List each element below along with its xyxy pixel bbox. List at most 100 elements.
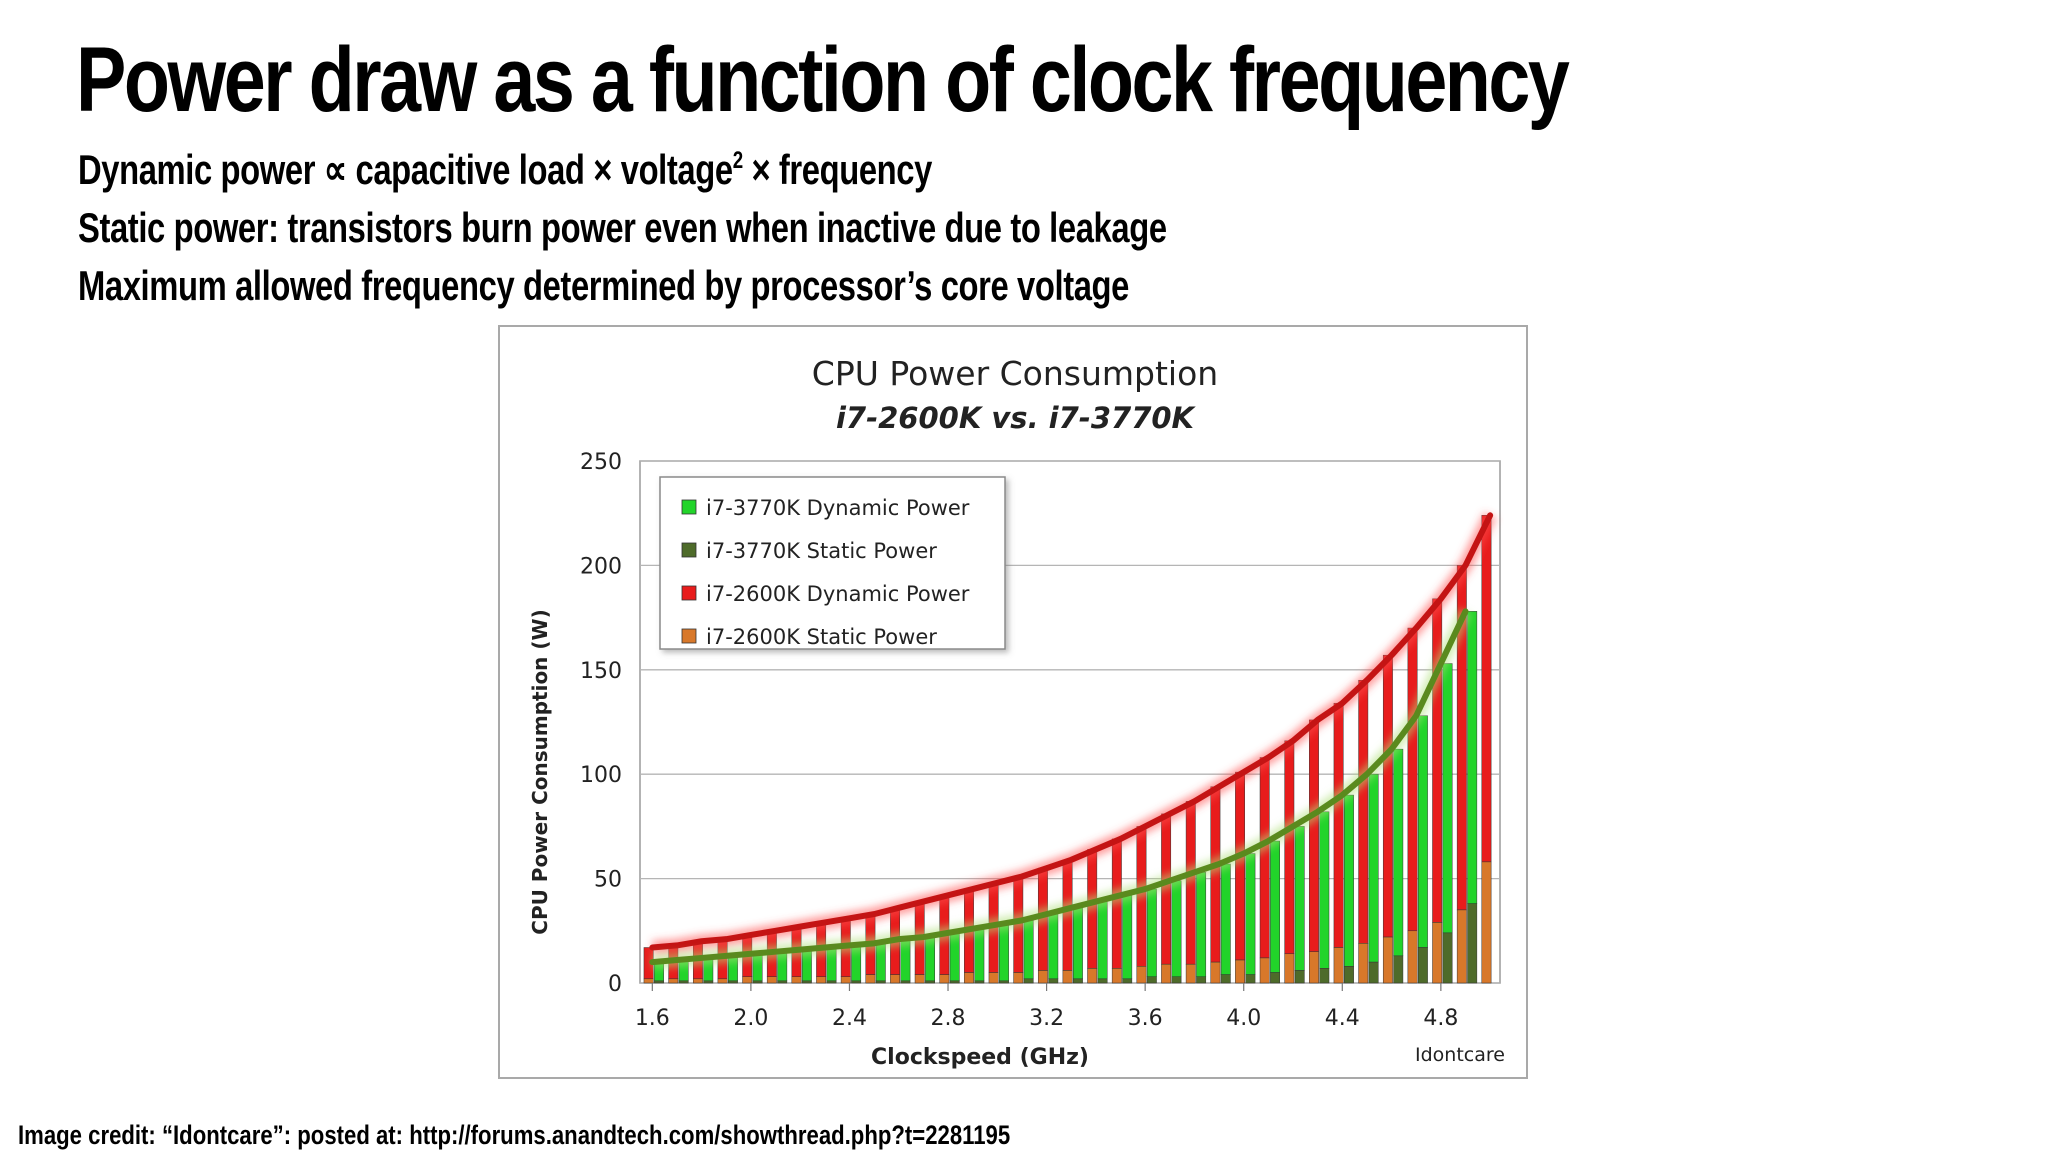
image-credit: Image credit: “Idontcare”: posted at: ht… bbox=[18, 1120, 1011, 1150]
i7-2600k-static-bar bbox=[692, 978, 703, 984]
i7-2600k-static-bar bbox=[1062, 970, 1073, 984]
i7-2600k-dynamic-bar bbox=[1185, 801, 1196, 965]
i7-3770k-dynamic-bar bbox=[999, 924, 1009, 982]
voltage-label: voltage bbox=[620, 146, 733, 193]
i7-2600k-static-bar bbox=[1432, 922, 1443, 984]
x-tick-label: 4.0 bbox=[1226, 1006, 1261, 1031]
i7-3770k-static-bar bbox=[1122, 978, 1133, 984]
i7-2600k-static-bar bbox=[1161, 963, 1172, 984]
y-tick-label: 100 bbox=[580, 763, 622, 788]
legend-label: i7-2600K Static Power bbox=[706, 625, 937, 649]
chart-title: CPU Power Consumption bbox=[812, 354, 1218, 393]
times-symbol: × bbox=[593, 146, 613, 193]
i7-3770k-static-bar bbox=[900, 980, 911, 984]
chart-subtitle: i7-2600K vs. i7-3770K bbox=[836, 401, 1197, 435]
i7-2600k-static-bar bbox=[988, 972, 999, 984]
i7-3770k-dynamic-bar bbox=[1072, 907, 1083, 980]
i7-3770k-static-bar bbox=[1417, 947, 1428, 984]
i7-3770k-dynamic-bar bbox=[1442, 663, 1453, 934]
i7-2600k-static-bar bbox=[1309, 951, 1319, 984]
i7-2600k-static-bar bbox=[1210, 961, 1221, 984]
x-tick-label: 3.2 bbox=[1029, 1006, 1064, 1031]
legend-label: i7-3770K Static Power bbox=[706, 539, 937, 563]
i7-2600k-dynamic-bar bbox=[1235, 771, 1245, 961]
i7-3770k-dynamic-bar bbox=[1220, 863, 1231, 975]
x-tick-label: 2.4 bbox=[832, 1006, 867, 1031]
i7-3770k-dynamic-bar bbox=[1368, 773, 1379, 963]
y-tick-label: 50 bbox=[594, 868, 622, 893]
x-tick-label: 2.0 bbox=[733, 1006, 768, 1031]
i7-3770k-static-bar bbox=[875, 980, 886, 984]
i7-2600k-static-bar bbox=[668, 978, 679, 984]
i7-3770k-static-bar bbox=[1442, 932, 1453, 984]
i7-3770k-dynamic-bar bbox=[1023, 920, 1034, 980]
i7-3770k-static-bar bbox=[654, 980, 664, 984]
i7-3770k-static-bar bbox=[1072, 978, 1083, 984]
capacitive-load-label: capacitive load bbox=[355, 146, 585, 193]
i7-3770k-static-bar bbox=[1196, 976, 1207, 984]
y-tick-label: 0 bbox=[608, 972, 622, 997]
i7-3770k-static-bar bbox=[752, 980, 763, 984]
i7-2600k-static-bar bbox=[1111, 968, 1122, 984]
i7-3770k-static-bar bbox=[949, 980, 960, 984]
i7-3770k-dynamic-bar bbox=[1467, 611, 1478, 904]
x-tick-label: 1.6 bbox=[635, 1006, 670, 1031]
i7-3770k-dynamic-bar bbox=[1196, 872, 1207, 977]
i7-3770k-static-bar bbox=[851, 980, 862, 984]
bullet-static-power: Static power: transistors burn power eve… bbox=[78, 204, 1167, 251]
chart-trend-lines bbox=[649, 512, 1497, 970]
i7-3770k-dynamic-bar bbox=[974, 928, 985, 982]
i7-3770k-static-bar bbox=[1294, 970, 1305, 984]
i7-2600k-static-bar bbox=[939, 974, 950, 984]
i7-3770k-dynamic-bar bbox=[1270, 840, 1280, 973]
i7-3770k-static-bar bbox=[1344, 966, 1354, 984]
legend-box bbox=[659, 476, 1006, 650]
proportional-symbol: ∝ bbox=[323, 146, 347, 193]
i7-2600k-static-bar bbox=[742, 976, 753, 984]
times-symbol: × bbox=[751, 146, 771, 193]
i7-2600k-static-bar bbox=[1481, 861, 1492, 984]
i7-2600k-dynamic-bar bbox=[1382, 654, 1393, 938]
i7-2600k-static-bar bbox=[865, 974, 876, 984]
i7-2600k-static-bar bbox=[643, 978, 654, 984]
bullet-dynamic-power: Dynamic power ∝ capacitive load × voltag… bbox=[78, 132, 1167, 199]
chart-axes: 0 50 100 150 200 250 1.6 2.0 2.4 2.8 3.2 3.6 4.0 4.4 4… bbox=[580, 450, 1458, 1031]
y-tick-label: 250 bbox=[580, 450, 622, 475]
i7-3770k-static-bar bbox=[1023, 978, 1034, 984]
x-tick-label: 4.4 bbox=[1325, 1006, 1360, 1031]
i7-3770k-dynamic-bar bbox=[1417, 715, 1428, 948]
i7-2600k-dynamic-bar bbox=[1309, 719, 1319, 952]
i7-3770k-dynamic-bar bbox=[1146, 888, 1157, 977]
i7-3770k-dynamic-bar bbox=[1048, 913, 1059, 980]
i7-2600k-static-bar bbox=[1382, 936, 1393, 984]
y-tick-label: 200 bbox=[580, 554, 622, 579]
i7-3770k-static-bar bbox=[777, 980, 788, 984]
i7-3770k-static-bar bbox=[1146, 976, 1157, 984]
i7-2600k-static-bar bbox=[1037, 970, 1048, 984]
i7-2600k-static-bar bbox=[1259, 957, 1270, 984]
bullet-max-frequency: Maximum allowed frequency determined by … bbox=[78, 262, 1130, 309]
i7-3770k-static-bar bbox=[1393, 955, 1404, 984]
i7-3770k-static-bar bbox=[703, 980, 714, 984]
i7-2600k-static-bar bbox=[791, 976, 802, 984]
chart-watermark: Idontcare bbox=[1415, 1044, 1505, 1066]
i7-2600k-dynamic-bar bbox=[1358, 679, 1369, 944]
voltage-exponent: 2 bbox=[732, 147, 743, 174]
dynamic-power-label: Dynamic power bbox=[78, 146, 316, 193]
i7-3770k-static-bar bbox=[1368, 961, 1379, 984]
i7-2600k-static-bar bbox=[890, 974, 900, 984]
chart-frame: 0 50 100 150 200 250 1.6 2.0 2.4 2.8 3.2 3.6 4.0 4.4 4… bbox=[498, 325, 1528, 1079]
i7-2600k-static-bar bbox=[964, 972, 974, 984]
i7-3770k-static-bar bbox=[1270, 972, 1280, 984]
i7-2600k-static-bar bbox=[1333, 947, 1344, 984]
power-consumption-chart: 0 50 100 150 200 250 1.6 2.0 2.4 2.8 3.2 3.6 4.0 4.4 4… bbox=[528, 354, 1505, 1070]
i7-2600k-static-bar bbox=[1284, 953, 1295, 984]
i7-2600k-dynamic-bar bbox=[1333, 702, 1344, 948]
i7-2600k-static-bar bbox=[1235, 959, 1245, 984]
legend-label: i7-2600K Dynamic Power bbox=[706, 582, 970, 606]
slide-title: Power draw as a function of clock freque… bbox=[76, 29, 1570, 131]
i7-3770k-static-bar bbox=[925, 980, 935, 984]
i7-2600k-dynamic-bar bbox=[1481, 515, 1492, 863]
chart-legend: i7-3770K Dynamic Power i7-3770K Static Po… bbox=[659, 476, 1006, 650]
i7-3770k-dynamic-bar bbox=[1122, 895, 1133, 980]
